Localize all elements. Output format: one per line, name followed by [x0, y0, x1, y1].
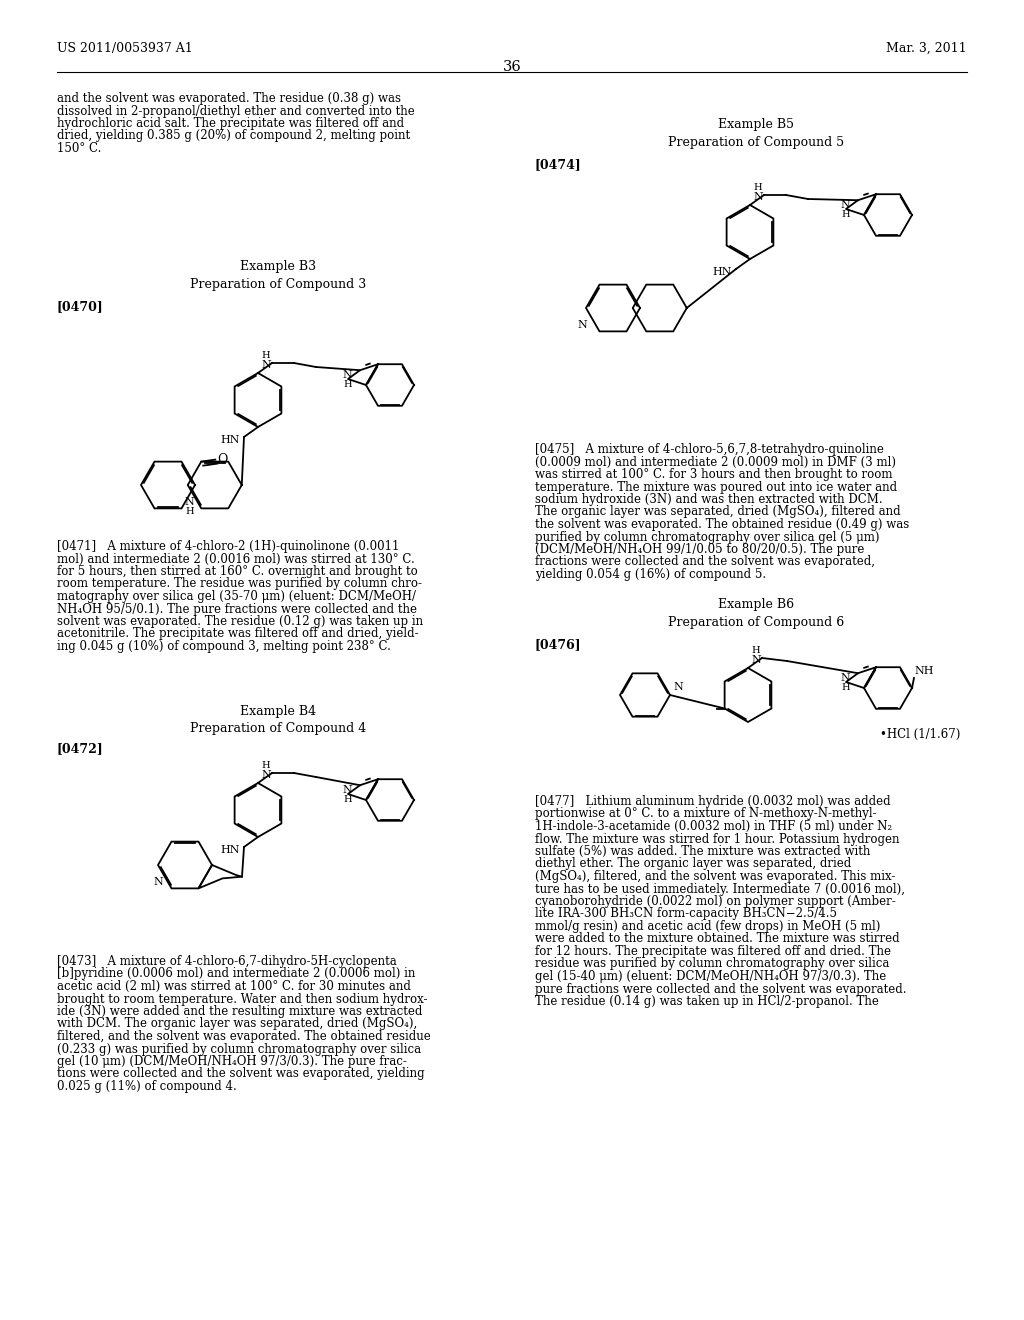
Text: H: H: [842, 210, 850, 219]
Text: N: N: [342, 784, 352, 795]
Text: tions were collected and the solvent was evaporated, yielding: tions were collected and the solvent was…: [57, 1068, 425, 1081]
Text: (0.0009 mol) and intermediate 2 (0.0009 mol) in DMF (3 ml): (0.0009 mol) and intermediate 2 (0.0009 …: [535, 455, 896, 469]
Text: NH₄OH 95/5/0.1). The pure fractions were collected and the: NH₄OH 95/5/0.1). The pure fractions were…: [57, 602, 417, 615]
Text: for 5 hours, then stirred at 160° C. overnight and brought to: for 5 hours, then stirred at 160° C. ove…: [57, 565, 418, 578]
Text: HN: HN: [220, 845, 240, 855]
Text: Preparation of Compound 4: Preparation of Compound 4: [189, 722, 367, 735]
Text: cyanoborohydride (0.0022 mol) on polymer support (Amber-: cyanoborohydride (0.0022 mol) on polymer…: [535, 895, 896, 908]
Text: dissolved in 2-propanol/diethyl ether and converted into the: dissolved in 2-propanol/diethyl ether an…: [57, 104, 415, 117]
Text: N: N: [578, 319, 587, 330]
Text: Example B4: Example B4: [240, 705, 316, 718]
Text: matography over silica gel (35-70 μm) (eluent: DCM/MeOH/: matography over silica gel (35-70 μm) (e…: [57, 590, 416, 603]
Text: dried, yielding 0.385 g (20%) of compound 2, melting point: dried, yielding 0.385 g (20%) of compoun…: [57, 129, 411, 143]
Text: N: N: [261, 770, 270, 780]
Text: ing 0.045 g (10%) of compound 3, melting point 238° C.: ing 0.045 g (10%) of compound 3, melting…: [57, 640, 391, 653]
Text: 36: 36: [503, 59, 521, 74]
Text: [0471]   A mixture of 4-chloro-2 (1H)-quinolinone (0.0011: [0471] A mixture of 4-chloro-2 (1H)-quin…: [57, 540, 399, 553]
Text: H: H: [343, 795, 352, 804]
Text: (0.233 g) was purified by column chromatography over silica: (0.233 g) was purified by column chromat…: [57, 1043, 421, 1056]
Text: N: N: [841, 199, 850, 210]
Text: HN: HN: [220, 436, 240, 445]
Text: Preparation of Compound 5: Preparation of Compound 5: [668, 136, 844, 149]
Text: [0473]   A mixture of 4-chloro-6,7-dihydro-5H-cyclopenta: [0473] A mixture of 4-chloro-6,7-dihydro…: [57, 954, 396, 968]
Text: (MgSO₄), filtered, and the solvent was evaporated. This mix-: (MgSO₄), filtered, and the solvent was e…: [535, 870, 895, 883]
Text: brought to room temperature. Water and then sodium hydrox-: brought to room temperature. Water and t…: [57, 993, 427, 1006]
Text: temperature. The mixture was poured out into ice water and: temperature. The mixture was poured out …: [535, 480, 897, 494]
Text: HN: HN: [713, 267, 732, 277]
Text: yielding 0.054 g (16%) of compound 5.: yielding 0.054 g (16%) of compound 5.: [535, 568, 766, 581]
Text: for 12 hours. The precipitate was filtered off and dried. The: for 12 hours. The precipitate was filter…: [535, 945, 891, 958]
Text: [0472]: [0472]: [57, 742, 103, 755]
Text: sodium hydroxide (3N) and was then extracted with DCM.: sodium hydroxide (3N) and was then extra…: [535, 492, 883, 506]
Text: N: N: [753, 191, 763, 202]
Text: H: H: [751, 645, 760, 655]
Text: Preparation of Compound 6: Preparation of Compound 6: [668, 616, 844, 630]
Text: N: N: [154, 876, 163, 887]
Text: acetonitrile. The precipitate was filtered off and dried, yield-: acetonitrile. The precipitate was filter…: [57, 627, 419, 640]
Text: [0475]   A mixture of 4-chloro-5,6,7,8-tetrahydro-quinoline: [0475] A mixture of 4-chloro-5,6,7,8-tet…: [535, 444, 884, 455]
Text: acetic acid (2 ml) was stirred at 100° C. for 30 minutes and: acetic acid (2 ml) was stirred at 100° C…: [57, 979, 411, 993]
Text: N: N: [261, 360, 270, 370]
Text: lite IRA-300 BH₃CN form-capacity BH₃CN−2.5/4.5: lite IRA-300 BH₃CN form-capacity BH₃CN−2…: [535, 908, 837, 920]
Text: The organic layer was separated, dried (MgSO₄), filtered and: The organic layer was separated, dried (…: [535, 506, 901, 519]
Text: NH: NH: [914, 667, 934, 676]
Text: N: N: [751, 655, 761, 665]
Text: were added to the mixture obtained. The mixture was stirred: were added to the mixture obtained. The …: [535, 932, 900, 945]
Text: Preparation of Compound 3: Preparation of Compound 3: [189, 279, 367, 290]
Text: purified by column chromatography over silica gel (5 μm): purified by column chromatography over s…: [535, 531, 880, 544]
Text: ture has to be used immediately. Intermediate 7 (0.0016 mol),: ture has to be used immediately. Interme…: [535, 883, 905, 895]
Text: H: H: [343, 380, 352, 389]
Text: pure fractions were collected and the solvent was evaporated.: pure fractions were collected and the so…: [535, 982, 906, 995]
Text: Example B5: Example B5: [718, 117, 794, 131]
Text: Mar. 3, 2011: Mar. 3, 2011: [887, 42, 967, 55]
Text: US 2011/0053937 A1: US 2011/0053937 A1: [57, 42, 193, 55]
Text: and the solvent was evaporated. The residue (0.38 g) was: and the solvent was evaporated. The resi…: [57, 92, 401, 106]
Text: ide (3N) were added and the resulting mixture was extracted: ide (3N) were added and the resulting mi…: [57, 1005, 422, 1018]
Text: H: H: [842, 684, 850, 692]
Text: 0.025 g (11%) of compound 4.: 0.025 g (11%) of compound 4.: [57, 1080, 237, 1093]
Text: Example B3: Example B3: [240, 260, 316, 273]
Text: H: H: [261, 351, 269, 360]
Text: N: N: [185, 498, 195, 507]
Text: with DCM. The organic layer was separated, dried (MgSO₄),: with DCM. The organic layer was separate…: [57, 1018, 417, 1031]
Text: portionwise at 0° C. to a mixture of N-methoxy-N-methyl-: portionwise at 0° C. to a mixture of N-m…: [535, 808, 877, 821]
Text: [b]pyridine (0.0006 mol) and intermediate 2 (0.0006 mol) in: [b]pyridine (0.0006 mol) and intermediat…: [57, 968, 416, 981]
Text: filtered, and the solvent was evaporated. The obtained residue: filtered, and the solvent was evaporated…: [57, 1030, 431, 1043]
Text: N: N: [673, 682, 683, 692]
Text: mol) and intermediate 2 (0.0016 mol) was stirred at 130° C.: mol) and intermediate 2 (0.0016 mol) was…: [57, 553, 415, 565]
Text: mmol/g resin) and acetic acid (few drops) in MeOH (5 ml): mmol/g resin) and acetic acid (few drops…: [535, 920, 881, 933]
Text: [0474]: [0474]: [535, 158, 582, 172]
Text: N: N: [342, 370, 352, 380]
Text: [0470]: [0470]: [57, 300, 103, 313]
Text: [0477]   Lithium aluminum hydride (0.0032 mol) was added: [0477] Lithium aluminum hydride (0.0032 …: [535, 795, 891, 808]
Text: hydrochloric acid salt. The precipitate was filtered off and: hydrochloric acid salt. The precipitate …: [57, 117, 404, 129]
Text: fractions were collected and the solvent was evaporated,: fractions were collected and the solvent…: [535, 556, 874, 569]
Text: 1H-indole-3-acetamide (0.0032 mol) in THF (5 ml) under N₂: 1H-indole-3-acetamide (0.0032 mol) in TH…: [535, 820, 892, 833]
Text: diethyl ether. The organic layer was separated, dried: diethyl ether. The organic layer was sep…: [535, 858, 851, 870]
Text: solvent was evaporated. The residue (0.12 g) was taken up in: solvent was evaporated. The residue (0.1…: [57, 615, 423, 628]
Text: was stirred at 100° C. for 3 hours and then brought to room: was stirred at 100° C. for 3 hours and t…: [535, 469, 893, 480]
Text: residue was purified by column chromatography over silica: residue was purified by column chromatog…: [535, 957, 890, 970]
Text: •HCl (1/1.67): •HCl (1/1.67): [880, 729, 961, 741]
Text: gel (15-40 μm) (eluent: DCM/MeOH/NH₄OH 97/3/0.3). The: gel (15-40 μm) (eluent: DCM/MeOH/NH₄OH 9…: [535, 970, 886, 983]
Text: flow. The mixture was stirred for 1 hour. Potassium hydrogen: flow. The mixture was stirred for 1 hour…: [535, 833, 899, 846]
Text: N: N: [841, 673, 850, 682]
Text: room temperature. The residue was purified by column chro-: room temperature. The residue was purifi…: [57, 578, 422, 590]
Text: sulfate (5%) was added. The mixture was extracted with: sulfate (5%) was added. The mixture was …: [535, 845, 870, 858]
Text: the solvent was evaporated. The obtained residue (0.49 g) was: the solvent was evaporated. The obtained…: [535, 517, 909, 531]
Text: O: O: [217, 453, 227, 466]
Text: 150° C.: 150° C.: [57, 143, 101, 154]
Text: [0476]: [0476]: [535, 638, 582, 651]
Text: (DCM/MeOH/NH₄OH 99/1/0.05 to 80/20/0.5). The pure: (DCM/MeOH/NH₄OH 99/1/0.05 to 80/20/0.5).…: [535, 543, 864, 556]
Text: H: H: [261, 762, 269, 770]
Text: H: H: [185, 507, 195, 516]
Text: The residue (0.14 g) was taken up in HCl/2-propanol. The: The residue (0.14 g) was taken up in HCl…: [535, 995, 879, 1008]
Text: H: H: [753, 183, 762, 191]
Text: Example B6: Example B6: [718, 598, 794, 611]
Text: gel (10 μm) (DCM/MeOH/NH₄OH 97/3/0.3). The pure frac-: gel (10 μm) (DCM/MeOH/NH₄OH 97/3/0.3). T…: [57, 1055, 407, 1068]
